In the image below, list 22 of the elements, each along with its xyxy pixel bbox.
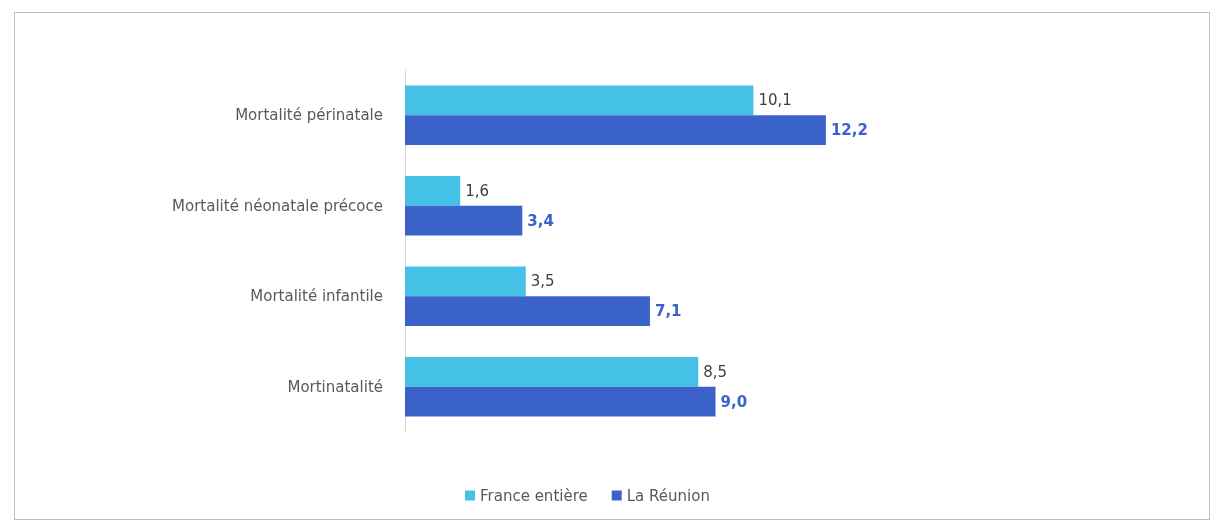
- bar: [405, 175, 461, 206]
- bar: [405, 266, 526, 297]
- data-label: 8,5: [703, 362, 728, 381]
- data-label: 9,0: [720, 392, 748, 411]
- bar: [405, 115, 826, 146]
- legend-label: France entière: [480, 486, 588, 505]
- data-label: 3,4: [527, 211, 554, 230]
- legend-label: La Réunion: [626, 486, 710, 505]
- bar: [405, 205, 523, 236]
- bar: [405, 296, 650, 327]
- bar: [405, 356, 699, 387]
- data-label: 12,2: [830, 121, 868, 140]
- data-label: 7,1: [654, 302, 682, 321]
- data-label: 3,5: [530, 272, 555, 291]
- y-tick-label: Mortalité périnatale: [235, 106, 383, 125]
- y-tick-label: Mortalité infantile: [250, 287, 383, 306]
- data-label: 1,6: [465, 181, 490, 200]
- data-label: 10,1: [758, 91, 792, 110]
- bar: [405, 386, 716, 417]
- y-tick-label: Mortinatalité: [287, 377, 383, 396]
- bar: [405, 85, 754, 116]
- y-tick-label: Mortalité néonatale précoce: [172, 196, 383, 215]
